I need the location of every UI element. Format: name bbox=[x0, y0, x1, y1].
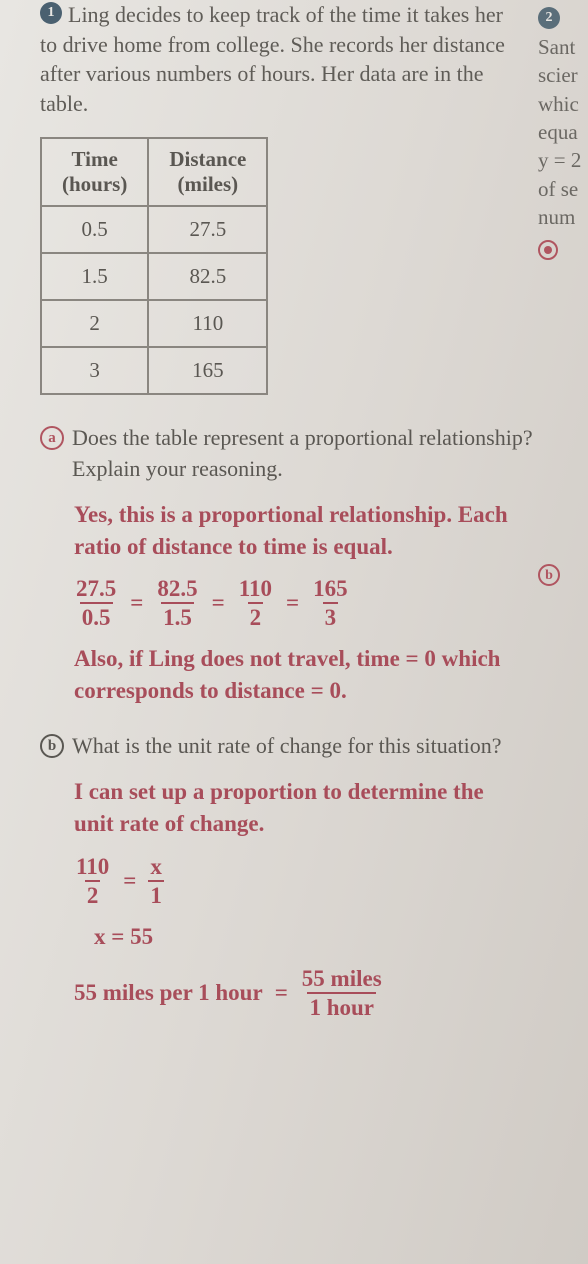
ratio-equation: 27.50.5 = 82.51.5 = 1102 = 1653 bbox=[40, 577, 568, 629]
table-row: 0.527.5 bbox=[41, 206, 267, 253]
data-table: Time (hours) Distance (miles) 0.527.5 1.… bbox=[40, 137, 268, 395]
problem-intro: 1Ling decides to keep track of the time … bbox=[40, 0, 568, 119]
unit-rate-result: 55 miles per 1 hour = 55 miles1 hour bbox=[40, 967, 568, 1019]
cutoff-column: 2 Sant scier whic equa y = 2 of se num b bbox=[538, 0, 588, 586]
intro-text: Ling decides to keep track of the time i… bbox=[40, 2, 505, 116]
table-header-distance: Distance (miles) bbox=[148, 138, 267, 206]
part-b-solve: x = 55 bbox=[40, 921, 568, 953]
cutoff-text: of se bbox=[538, 177, 578, 201]
table-row: 2110 bbox=[41, 300, 267, 347]
problem-number-1: 1 bbox=[40, 2, 62, 24]
cutoff-text: scier bbox=[538, 63, 578, 87]
table-header-time: Time (hours) bbox=[41, 138, 148, 206]
unit-rate-left: 55 miles per 1 hour bbox=[74, 980, 263, 1006]
part-b-question: b What is the unit rate of change for thi… bbox=[40, 731, 568, 762]
cutoff-text: Sant bbox=[538, 35, 575, 59]
part-b-marker: b bbox=[538, 564, 560, 586]
cutoff-text: whic bbox=[538, 92, 579, 116]
part-a-question-text: Does the table represent a proportional … bbox=[72, 423, 560, 485]
proportion-equation: 1102 = x1 bbox=[40, 855, 568, 907]
cutoff-text: equa bbox=[538, 120, 578, 144]
part-a-answer-2: Also, if Ling does not travel, time = 0 … bbox=[40, 643, 568, 707]
part-b-question-text: What is the unit rate of change for this… bbox=[72, 731, 560, 762]
part-b-label: b bbox=[40, 734, 64, 758]
part-a-answer-1: Yes, this is a proportional relationship… bbox=[40, 499, 568, 563]
part-a-label: a bbox=[40, 426, 64, 450]
bullet-icon bbox=[538, 240, 558, 260]
table-row: 1.582.5 bbox=[41, 253, 267, 300]
part-a-question: a Does the table represent a proportional… bbox=[40, 423, 568, 485]
cutoff-text: y = 2 bbox=[538, 148, 581, 172]
part-b-answer-1: I can set up a proportion to determine t… bbox=[40, 776, 568, 840]
table-row: 3165 bbox=[41, 347, 267, 394]
problem-number-2: 2 bbox=[538, 7, 560, 29]
cutoff-text: num bbox=[538, 205, 575, 229]
